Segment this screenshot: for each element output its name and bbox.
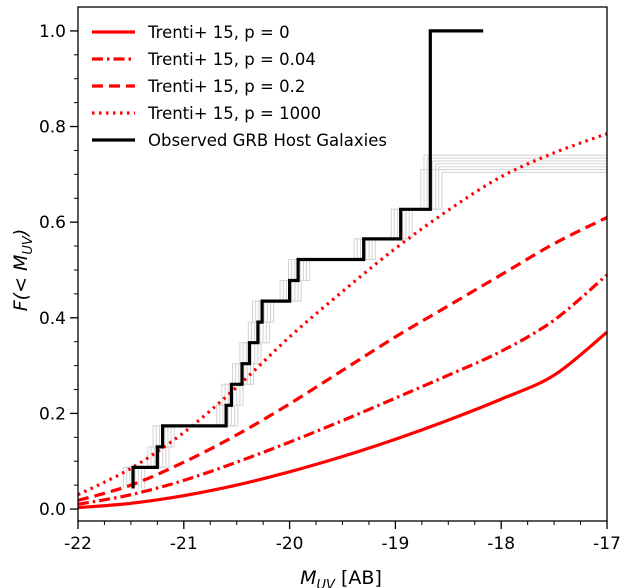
background-step-curve	[134, 160, 607, 489]
legend-label: Observed GRB Host Galaxies	[148, 131, 387, 150]
x-axis-label-main: M	[300, 567, 316, 588]
y-tick-label: 0.2	[39, 404, 66, 424]
legend-label: Trenti+ 15, p = 0.04	[147, 50, 316, 69]
series-layer	[77, 29, 609, 510]
y-tick-label: 0.0	[39, 500, 66, 520]
y-axis-label-post: )	[10, 229, 32, 238]
series-line-2	[77, 215, 608, 502]
series-line-4	[131, 29, 484, 489]
legend-label: Trenti+ 15, p = 0	[147, 23, 290, 42]
x-tick-label: -17	[593, 534, 621, 554]
x-axis-label-unit: [AB]	[335, 567, 382, 588]
x-tick-label: -19	[382, 534, 410, 554]
background-step-curve	[123, 169, 607, 489]
x-axis-label-sub: UV	[317, 578, 337, 588]
series-line-1	[77, 273, 609, 506]
background-step-curve	[141, 166, 607, 489]
y-tick-label: 0.4	[39, 309, 66, 329]
y-axis-label-pre: F(< M	[10, 255, 32, 312]
background-step-curve	[137, 163, 607, 489]
legend: Trenti+ 15, p = 0 Trenti+ 15, p = 0.04 Tre…	[92, 23, 387, 150]
x-tick-label: -20	[276, 534, 304, 554]
x-tick-label: -22	[64, 534, 92, 554]
legend-label: Trenti+ 15, p = 0.2	[147, 77, 305, 96]
axis-ticks: -22 -21 -20 -19 -18 -17 0.0 0.2 0.4 0.6 0.8 1.0	[39, 22, 621, 554]
y-tick-label: 0.8	[39, 118, 66, 138]
background-step-curve	[144, 171, 607, 489]
background-step-curves	[123, 154, 607, 489]
y-axis-label-sub: UV	[21, 235, 36, 255]
background-step-curve	[129, 157, 607, 489]
legend-label: Trenti+ 15, p = 1000	[147, 104, 321, 123]
y-tick-label: 1.0	[39, 22, 66, 42]
x-axis-label: MUV [AB]	[300, 567, 382, 588]
series-line-0	[77, 330, 609, 510]
y-axis-label: F(< MUV)	[10, 229, 36, 312]
background-step-curve	[126, 154, 607, 489]
y-tick-label: 0.6	[39, 213, 66, 233]
x-tick-label: -18	[487, 534, 515, 554]
series-line-3	[77, 132, 608, 497]
x-tick-label: -21	[170, 534, 198, 554]
